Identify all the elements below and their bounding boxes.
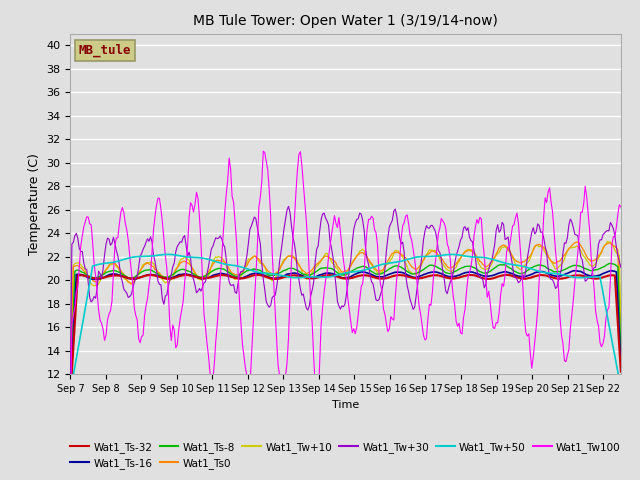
Legend: Wat1_Ts-32, Wat1_Ts-16, Wat1_Ts-8, Wat1_Ts0, Wat1_Tw+10, Wat1_Tw+30, Wat1_Tw+50,: Wat1_Ts-32, Wat1_Ts-16, Wat1_Ts-8, Wat1_…: [67, 438, 625, 473]
Text: MB_tule: MB_tule: [79, 44, 131, 58]
Y-axis label: Temperature (C): Temperature (C): [28, 153, 41, 255]
X-axis label: Time: Time: [332, 400, 359, 409]
Title: MB Tule Tower: Open Water 1 (3/19/14-now): MB Tule Tower: Open Water 1 (3/19/14-now…: [193, 14, 498, 28]
